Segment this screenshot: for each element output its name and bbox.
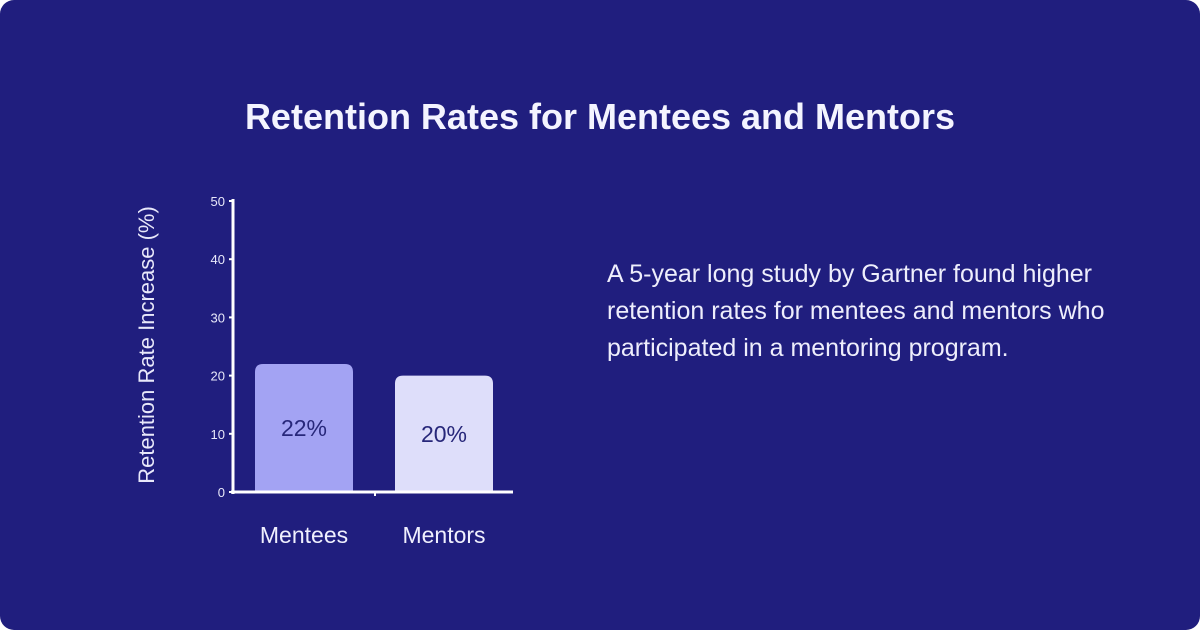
x-tick-label: Mentors [402,522,485,548]
y-axis-label: Retention Rate Increase (%) [134,206,159,484]
bar-chart: 22% Mentees 20% Mentors 0 10 20 30 40 50 Retention… [134,194,513,548]
y-tick-label: 40 [211,252,225,267]
data-label: 20% [421,421,467,447]
page-title: Retention Rates for Mentees and Mentors [244,96,956,137]
bar-mentors [395,375,493,492]
y-tick-label: 10 [211,427,225,442]
bar-mentees [255,363,353,492]
y-tick-label: 20 [211,369,225,384]
y-tick-label: 50 [211,194,225,209]
data-label: 22% [281,415,327,441]
y-tick-label: 30 [211,310,225,325]
y-tick-label: 0 [218,485,225,500]
description-text: A 5-year long study by Gartner found hig… [607,260,1105,362]
x-tick-label: Mentees [260,522,348,548]
